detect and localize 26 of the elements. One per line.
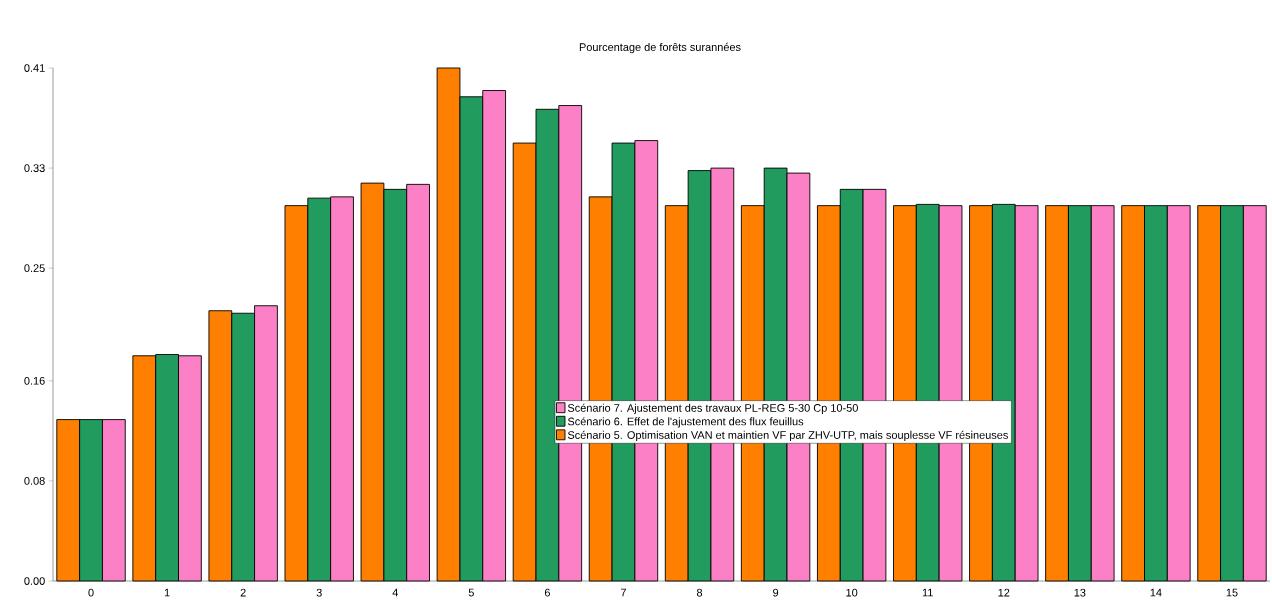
y-tick-label: 0.00 <box>24 577 45 585</box>
x-tick-label: 15 <box>1226 588 1238 597</box>
chart-title: Pourcentage de forêts surannées <box>579 42 741 54</box>
x-tick-label: 0 <box>88 588 94 597</box>
legend-label: Scénario 6. Effet de l'ajustement des flux feuillus <box>567 417 804 428</box>
x-tick-label: 12 <box>998 588 1010 597</box>
x-tick-label: 10 <box>846 588 858 597</box>
y-tick-label: 0.41 <box>24 64 45 72</box>
x-tick-label: 4 <box>392 588 398 597</box>
x-tick-label: 8 <box>696 588 703 597</box>
x-tick-label: 2 <box>240 588 246 597</box>
x-tick-label: 9 <box>773 588 779 597</box>
x-tick-label: 6 <box>544 588 550 597</box>
x-tick-label: 5 <box>468 588 474 597</box>
legend-label: Scénario 5. Optimisation VAN et maintien VF par ZHV-UTP, mais souplesse VF résineuses <box>567 430 1008 442</box>
x-tick-label: 13 <box>1074 588 1086 597</box>
y-tick-label: 0.16 <box>24 376 45 385</box>
x-tick-label: 14 <box>1150 588 1162 597</box>
x-tick-label: 11 <box>922 588 933 597</box>
y-tick-label: 0.25 <box>24 264 45 273</box>
y-tick-label: 0.08 <box>24 477 45 485</box>
x-tick-label: 1 <box>164 588 170 597</box>
x-tick-label: 3 <box>316 588 322 597</box>
legend-label: Scénario 7. Ajustement des travaux PL-REG 5-30 Cp 10-50 <box>567 403 858 414</box>
y-tick-label: 0.33 <box>24 164 45 172</box>
x-tick-label: 7 <box>620 588 626 597</box>
